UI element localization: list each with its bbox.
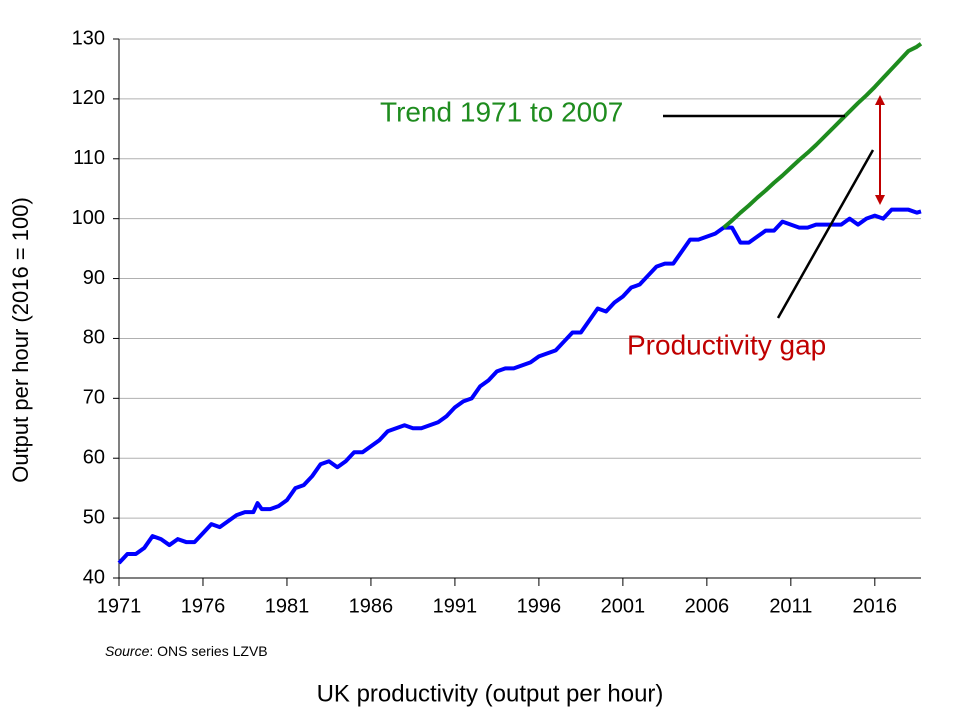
y-tick-label: 70 [83, 387, 105, 409]
x-tick-label: 2011 [769, 595, 812, 617]
y-tick-label: 50 [83, 506, 105, 528]
x-tick-label: 1991 [433, 595, 478, 617]
x-tick-label: 1996 [517, 595, 562, 617]
y-axis-label: Output per hour (2016 = 100) [8, 197, 33, 483]
series-line [117, 207, 922, 565]
x-tick-label: 1981 [265, 595, 310, 617]
annotation: Trend 1971 to 2007 [380, 96, 623, 127]
x-tick-label: 2016 [853, 595, 898, 617]
plot-area [117, 42, 923, 565]
y-tick-label: 100 [72, 207, 105, 229]
source: Source: ONS series LZVB [105, 643, 268, 659]
y-tick-label: 40 [83, 566, 105, 588]
y-tick-label: 90 [83, 267, 105, 289]
y-tick-label: 130 [72, 27, 105, 49]
source-text: : ONS series LZVB [149, 643, 267, 659]
x-tick-label: 1971 [97, 595, 142, 617]
y-tick-label: 110 [73, 147, 105, 169]
x-tick-label: 1986 [349, 595, 394, 617]
source-label: Source [105, 643, 150, 659]
x-tick-label: 1976 [181, 595, 226, 617]
y-tick-label: 60 [83, 447, 105, 469]
grid: 40 50 60 70 80 90 100 110 120 130 1971 1976 1981 1986… [72, 27, 921, 617]
pointer-line [776, 149, 875, 319]
annotation: Productivity gap [627, 329, 826, 360]
chart-title: UK productivity (output per hour) [317, 680, 664, 707]
x-tick-label: 2006 [685, 595, 730, 617]
series-line [722, 42, 923, 230]
x-tick-label: 2001 [601, 595, 646, 617]
y-tick-label: 80 [83, 327, 105, 349]
y-tick-label: 120 [72, 87, 105, 109]
